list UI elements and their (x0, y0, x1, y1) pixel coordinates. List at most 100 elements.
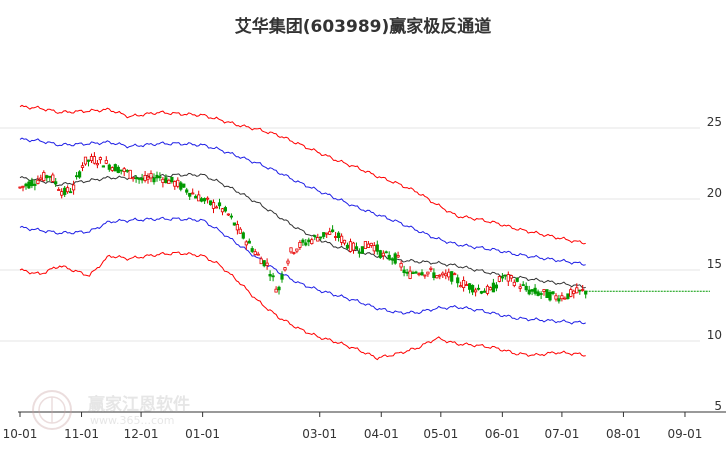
candle-body (512, 281, 516, 286)
candle-body (378, 250, 382, 258)
candle-body (27, 181, 31, 189)
candle-body (149, 173, 153, 179)
candle-body (146, 176, 150, 180)
candle-body (164, 177, 168, 184)
candle-body (158, 176, 162, 179)
candle-body (369, 242, 373, 246)
candle-body (554, 295, 558, 300)
candle-body (39, 177, 43, 180)
candle-body (363, 241, 368, 249)
candle-body (274, 288, 278, 293)
candle-body (152, 177, 156, 183)
candle-body (473, 289, 478, 293)
band-line-upper_outer (19, 104, 586, 245)
candle-body (381, 252, 385, 257)
candle-body (48, 175, 52, 178)
candle-body (313, 235, 317, 238)
candle-body (182, 183, 186, 188)
candle-body (533, 287, 537, 294)
candle-body (456, 277, 460, 284)
candle-body (572, 290, 576, 295)
candle-body (497, 276, 502, 282)
candle-body (238, 228, 242, 234)
candle-body (253, 251, 257, 255)
candle-body (92, 156, 96, 164)
candle-body (45, 175, 49, 179)
candle-body (488, 287, 493, 291)
candle-body (131, 177, 135, 180)
candle-body (569, 289, 573, 297)
candle-body (402, 269, 406, 273)
candle-body (202, 198, 207, 202)
x-tick-label-04-01: 04-01 (364, 427, 399, 441)
x-tick-label-12-01: 12-01 (124, 427, 159, 441)
candle-body (375, 244, 379, 252)
candle-body (167, 179, 171, 185)
candle-body (542, 289, 546, 293)
candle-body (316, 237, 320, 242)
candle-body (524, 285, 528, 291)
candle-body (161, 178, 165, 183)
y-tick-label-5: 5 (714, 399, 722, 413)
candle-body (292, 252, 296, 254)
candle-body (75, 175, 79, 178)
candle-body (330, 229, 335, 232)
candle-body (536, 291, 540, 296)
watermark-logo-icon (32, 390, 72, 430)
candle-body (122, 168, 126, 172)
candle-body (286, 260, 290, 264)
candle-body (491, 282, 496, 293)
candle-body (393, 253, 397, 264)
candle-body (551, 291, 555, 295)
candle-body (42, 172, 46, 182)
candle-body (494, 284, 499, 289)
candle-body (432, 272, 436, 278)
band-line-middle (19, 172, 586, 289)
candle-body (113, 164, 117, 172)
candle-body (560, 295, 564, 300)
candle-body (217, 202, 222, 207)
candle-body (60, 191, 64, 196)
x-tick-label-03-01: 03-01 (302, 427, 337, 441)
candle-body (420, 272, 424, 276)
candle-body (173, 181, 177, 187)
grid-lines (0, 127, 700, 342)
candle-body (247, 240, 251, 244)
candle-body (235, 224, 239, 231)
candle-body (280, 274, 284, 280)
candle-body (110, 167, 114, 171)
candle-body (125, 169, 129, 172)
candle-body (584, 290, 588, 295)
candle-body (408, 270, 412, 279)
candle-body (339, 235, 344, 243)
candle-body (265, 262, 269, 266)
candle-body (396, 255, 400, 258)
candle-body (176, 179, 180, 187)
x-tick-label-08-01: 08-01 (606, 427, 641, 441)
band-line-upper_inner (19, 137, 586, 266)
band-line-lower_inner (19, 216, 586, 325)
candle-body (33, 183, 37, 186)
candle-body (387, 254, 391, 260)
candle-body (179, 182, 183, 190)
candle-body (104, 159, 108, 164)
candle-body (438, 274, 442, 277)
candle-body (417, 273, 421, 276)
channel-bands (19, 104, 586, 361)
watermark-url: www.365...com (90, 414, 175, 427)
candle-body (208, 200, 213, 206)
band-line-lower_outer (19, 251, 586, 361)
candle-body (545, 289, 549, 299)
candle-body (268, 273, 272, 277)
candle-body (271, 275, 275, 278)
candle-body (467, 283, 472, 290)
candle-body (63, 187, 67, 195)
candle-body (191, 192, 195, 195)
candle-body (566, 293, 570, 299)
candle-body (21, 185, 25, 188)
candle-body (450, 271, 454, 282)
candle-body (485, 285, 490, 294)
candle-body (95, 163, 99, 166)
candle-body (54, 181, 58, 185)
candle-body (575, 287, 579, 294)
